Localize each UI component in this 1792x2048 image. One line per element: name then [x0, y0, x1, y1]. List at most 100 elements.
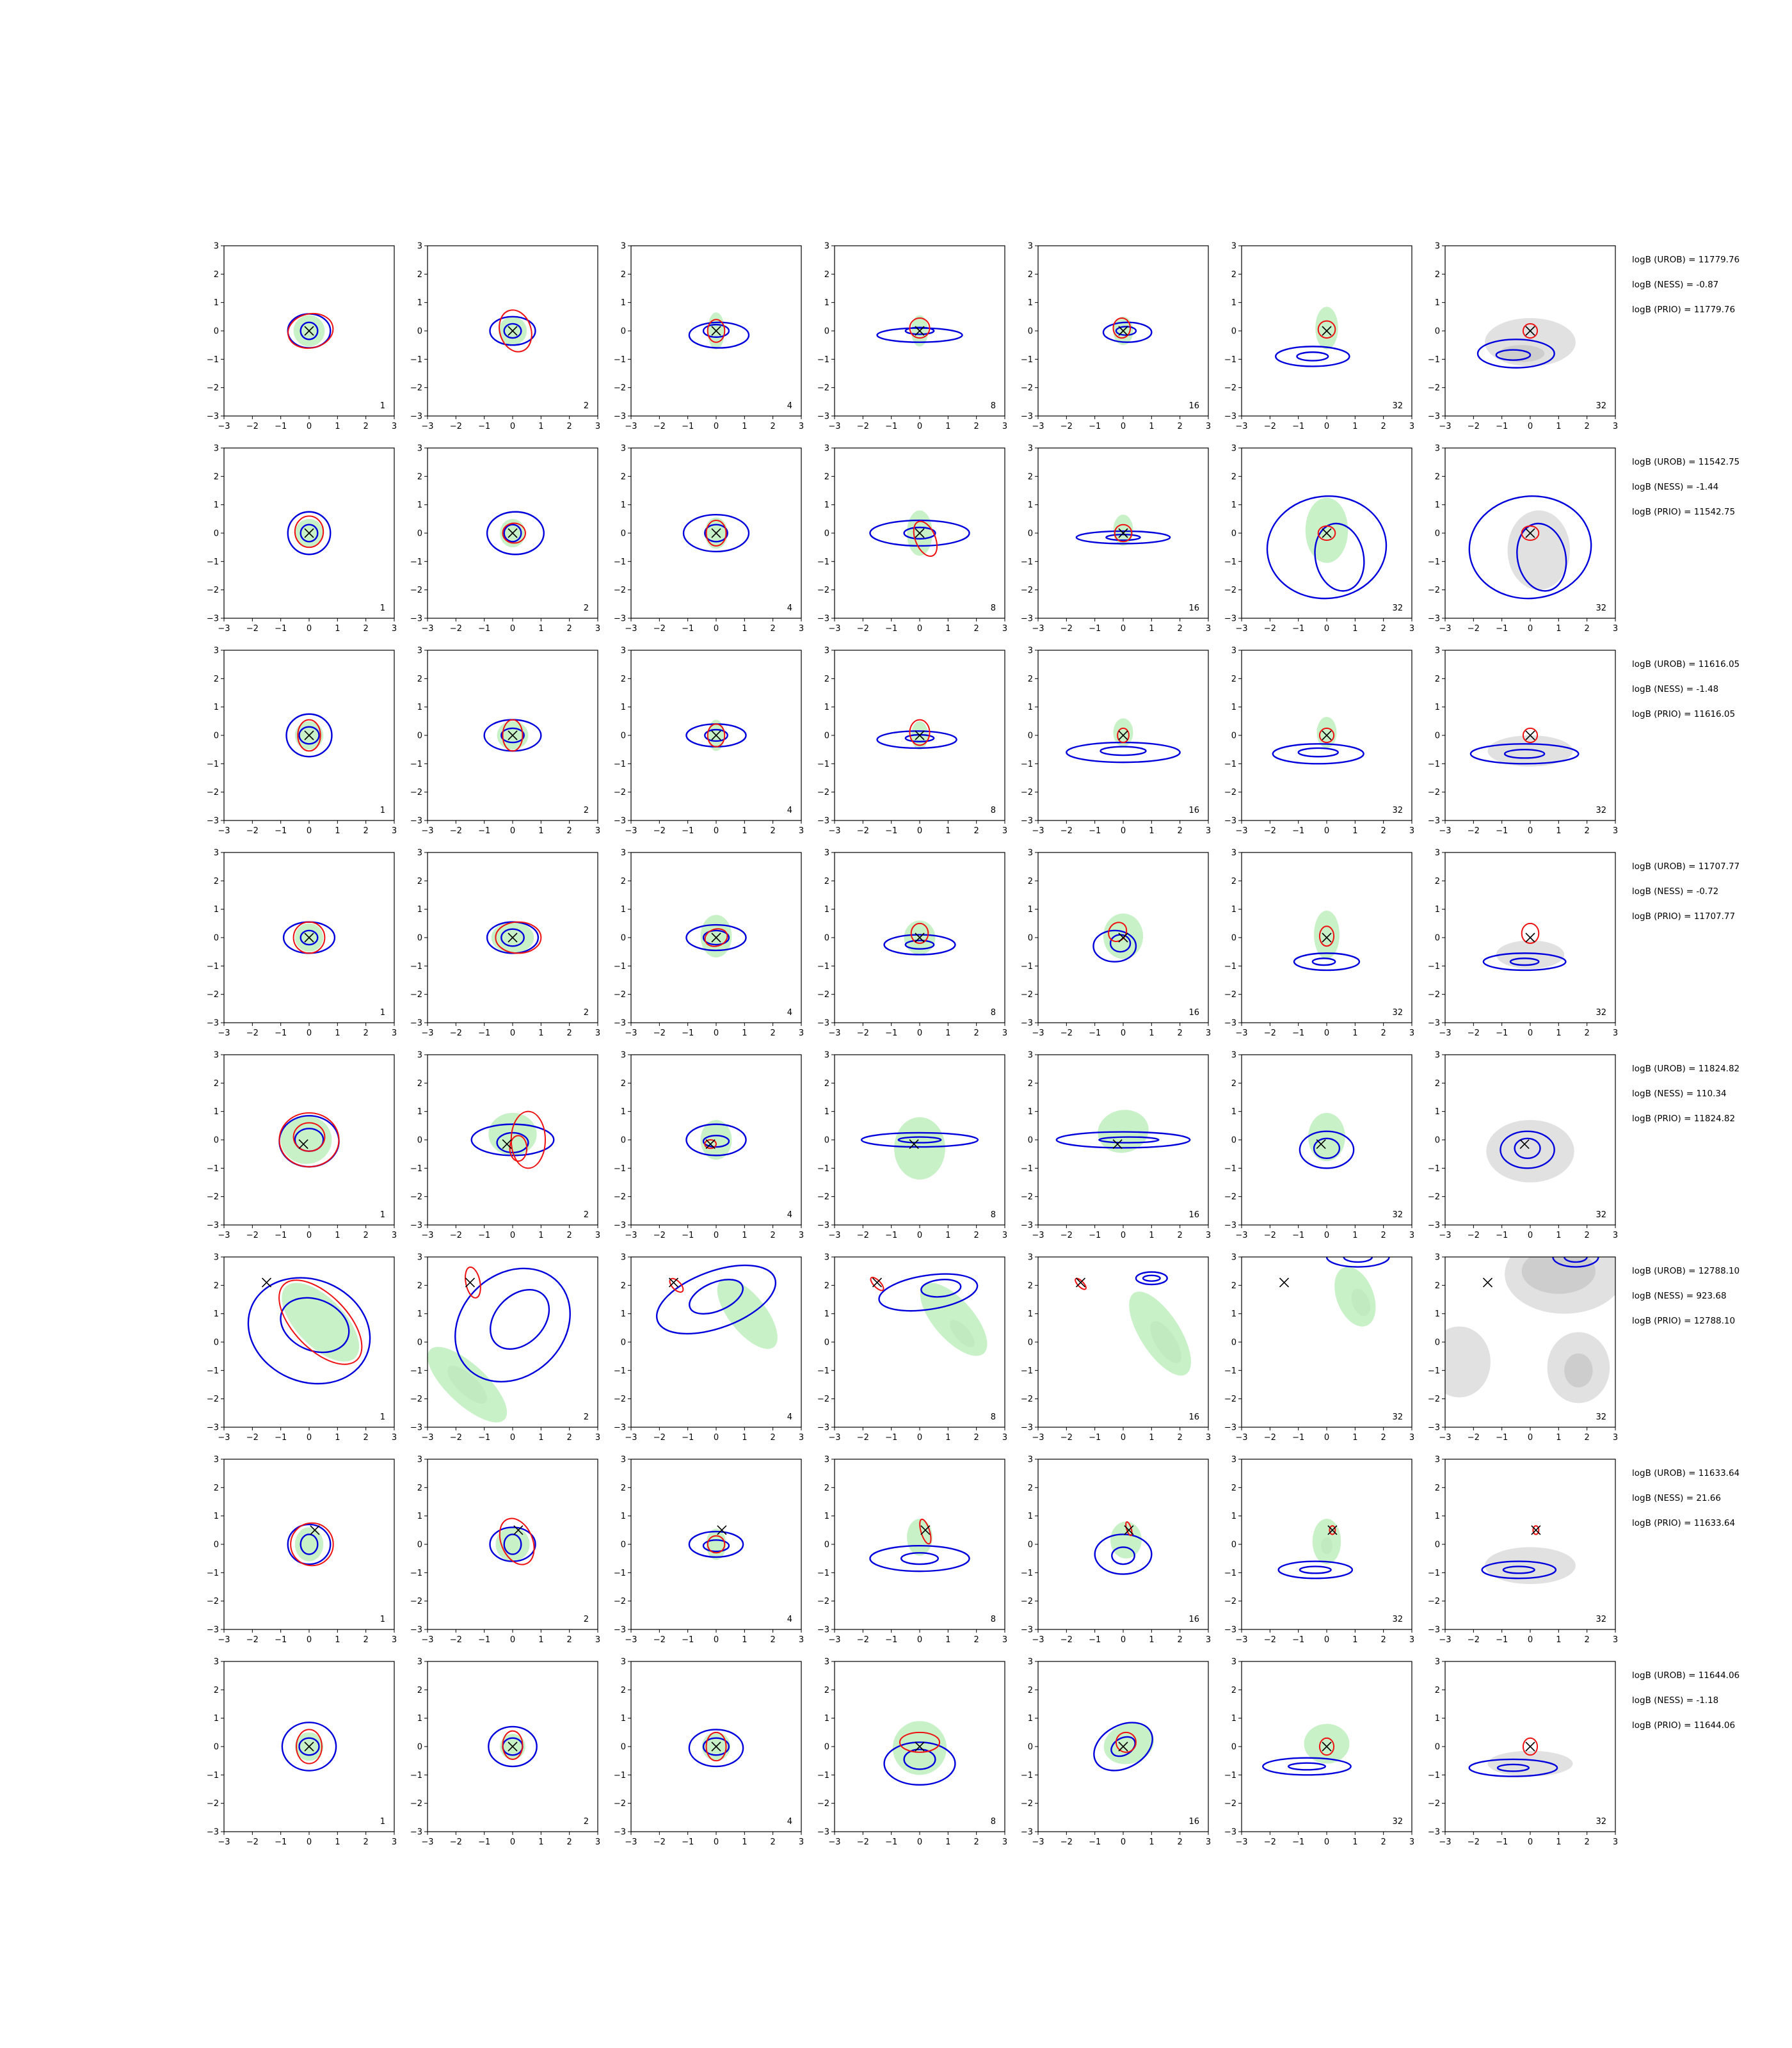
y-tick-label: −3	[410, 817, 422, 826]
panel-corner-label: 8	[991, 1008, 996, 1018]
y-tick-label: 0	[1028, 1338, 1033, 1348]
x-tick-label: 3	[799, 624, 804, 634]
truth-marker	[1519, 1139, 1530, 1149]
y-tick-label: −1	[410, 962, 422, 972]
y-tick-label: 2	[214, 1686, 219, 1695]
panel-corner-label: 4	[787, 1210, 792, 1220]
x-tick-label: 1	[1556, 1635, 1561, 1645]
x-tick-label: −1	[275, 1837, 287, 1847]
x-tick-label: 1	[742, 1635, 747, 1645]
truth-marker	[304, 1741, 314, 1752]
x-tick-label: −2	[857, 1028, 869, 1038]
y-tick-label: −2	[1021, 788, 1033, 797]
x-tick-label: −1	[1089, 1837, 1101, 1847]
red-contour	[502, 1730, 524, 1760]
y-tick-label: −1	[410, 557, 422, 567]
panel-corner-label: 8	[991, 806, 996, 815]
x-tick-label: 3	[799, 1433, 804, 1443]
y-tick-label: −3	[207, 817, 219, 826]
y-tick-label: 2	[417, 1686, 422, 1695]
x-tick-label: 1	[1352, 826, 1357, 836]
x-tick-label: 2	[771, 1231, 776, 1240]
panel-r8-c5: −3−3 −2 −2 −1 −1 0 0 1 1 2 2 3 3 16	[1021, 1658, 1211, 1848]
x-tick-label: −1	[1496, 1433, 1508, 1443]
y-tick-label: −1	[817, 962, 829, 972]
truth-marker	[1316, 1139, 1326, 1149]
red-contour	[292, 1122, 326, 1152]
x-tick-label: −1	[275, 1433, 287, 1443]
logb-stat: logB (UROB) = 11644.06	[1632, 1670, 1740, 1681]
y-tick-label: −3	[410, 1626, 422, 1635]
x-tick-label: 0	[1324, 826, 1329, 836]
y-tick-label: 2	[824, 1079, 829, 1089]
x-tick-label: 0	[1121, 1028, 1126, 1038]
y-tick-label: 2	[621, 270, 626, 280]
y-tick-label: −3	[614, 817, 626, 826]
x-tick-label: 2	[771, 624, 776, 634]
blue-contour	[1272, 743, 1364, 765]
x-tick-label: 0	[510, 624, 515, 634]
green-contour	[1103, 1723, 1155, 1764]
truth-marker	[508, 1741, 518, 1752]
y-tick-label: 1	[1231, 1309, 1236, 1319]
y-tick-label: 3	[1231, 1253, 1236, 1263]
red-contour	[1522, 727, 1539, 744]
y-tick-label: 3	[621, 646, 626, 656]
y-tick-label: −1	[1224, 962, 1236, 972]
truth-marker	[1322, 730, 1332, 740]
x-tick-label: −1	[478, 422, 490, 431]
logb-stat: logB (PRIO) = 11824.82	[1632, 1114, 1735, 1124]
panel-r3-c3: −3−3 −2 −2 −1 −1 0 0 1 1 2 2 3 3 4	[614, 646, 804, 836]
panel-r2-c4: −3−3 −2 −2 −1 −1 0 0 1 1 2 2 3 3 8	[817, 444, 1007, 634]
y-tick-label: −1	[207, 1569, 219, 1578]
y-tick-label: 1	[417, 500, 422, 510]
panel-corner-label: 4	[787, 1817, 792, 1827]
y-tick-label: −2	[1224, 1395, 1236, 1404]
y-tick-label: −3	[817, 1828, 829, 1837]
blue-contour	[300, 524, 319, 543]
y-tick-label: −3	[207, 1221, 219, 1231]
y-tick-label: −2	[1224, 990, 1236, 1000]
y-tick-label: −2	[614, 1597, 626, 1606]
x-tick-label: −3	[421, 624, 433, 634]
contour-layer	[869, 510, 970, 557]
x-tick-label: −2	[1060, 422, 1073, 431]
blue-contour	[1297, 747, 1339, 758]
x-tick-label: 2	[1178, 1231, 1183, 1240]
y-tick-label: −1	[207, 1771, 219, 1780]
x-tick-label: −3	[625, 1028, 637, 1038]
panel-r2-c1: −3−3 −2 −2 −1 −1 0 0 1 1 2 2 3 3 1	[207, 444, 397, 634]
contour-layer	[428, 1266, 571, 1423]
y-tick-label: 3	[824, 849, 829, 858]
x-tick-label: 1	[1149, 826, 1154, 836]
y-tick-label: 1	[214, 905, 219, 915]
x-tick-label: 1	[538, 826, 543, 836]
truth-marker	[717, 1525, 727, 1535]
x-tick-label: 1	[1352, 422, 1357, 431]
y-tick-label: 2	[214, 472, 219, 482]
red-contour	[919, 1518, 932, 1545]
y-tick-label: 2	[824, 270, 829, 280]
y-tick-label: 2	[621, 1281, 626, 1291]
blue-contour	[704, 728, 728, 742]
truth-marker	[508, 326, 518, 336]
x-tick-label: −3	[828, 624, 840, 634]
y-tick-label: 0	[1435, 934, 1440, 943]
y-tick-label: 1	[1231, 1512, 1236, 1521]
x-tick-label: 1	[538, 1028, 543, 1038]
truth-marker	[304, 730, 314, 740]
x-tick-label: 3	[1002, 1028, 1007, 1038]
contour-layer	[1476, 318, 1576, 369]
y-tick-label: −1	[1021, 962, 1033, 972]
y-tick-label: 1	[824, 500, 829, 510]
x-tick-label: 3	[1206, 826, 1211, 836]
blue-contour	[285, 713, 333, 758]
y-tick-label: 2	[417, 1079, 422, 1089]
y-tick-label: 2	[1028, 1079, 1033, 1089]
gray-contour	[1496, 940, 1565, 969]
y-tick-label: −3	[410, 1019, 422, 1028]
y-tick-label: −1	[1224, 760, 1236, 769]
y-tick-label: 3	[824, 1253, 829, 1263]
